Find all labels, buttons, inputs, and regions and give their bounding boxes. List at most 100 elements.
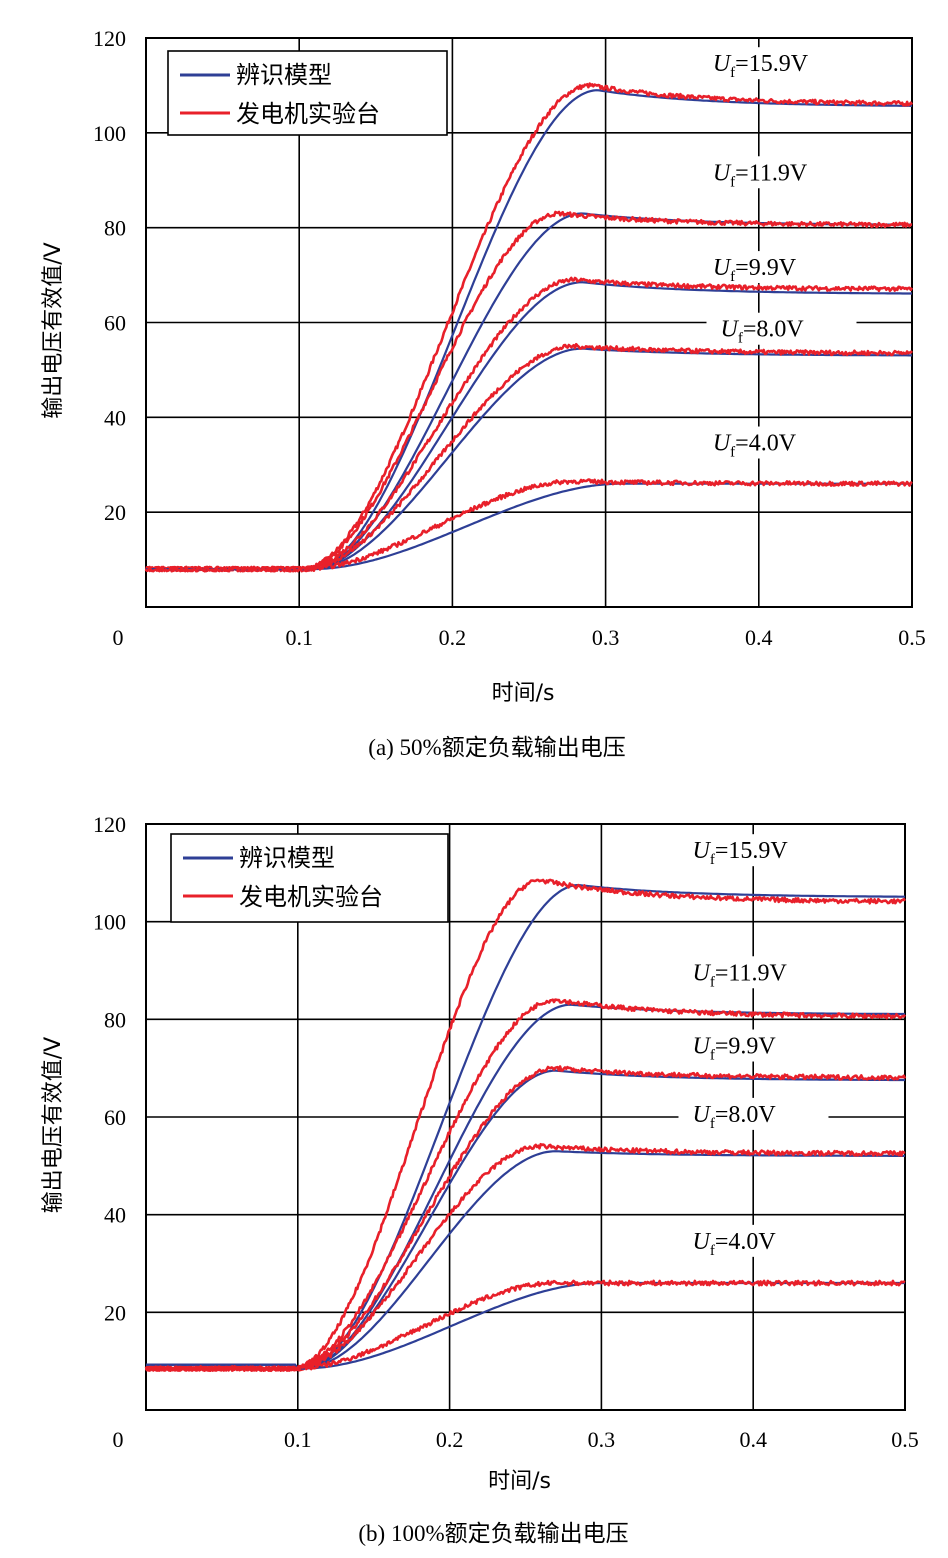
y-tick-label: 100 [93, 910, 126, 935]
annotation-background [678, 834, 829, 867]
x-tick-label: 0.4 [739, 1427, 767, 1452]
annotation-value: =9.9V [735, 255, 797, 281]
annotation-label: Uf=9.9V [713, 255, 797, 285]
annotation-symbol: U [692, 1034, 711, 1060]
annotation-label: Uf=15.9V [692, 838, 788, 868]
annotation-value: =15.9V [715, 838, 789, 864]
x-tick-label: 0.3 [588, 1427, 616, 1452]
legend-box [170, 833, 449, 923]
annotation-symbol: U [713, 431, 732, 457]
x-tick-label: 0.5 [891, 1427, 919, 1452]
y-tick-label: 80 [104, 216, 126, 241]
annotation-label: Uf=4.0V [692, 1229, 776, 1259]
x-tick-label: 0.2 [439, 625, 467, 650]
model-curve-8_0V [146, 347, 912, 571]
annotation-label: Uf=9.9V [692, 1034, 776, 1064]
annotation-value: =4.0V [735, 431, 797, 457]
x-tick-label: 0.1 [284, 1427, 312, 1452]
legend-label-experiment: 发电机实验台 [236, 100, 380, 128]
x-tick-label: 0 [113, 1427, 124, 1452]
annotation-symbol: U [692, 1102, 711, 1128]
annotation-value: =15.9V [735, 51, 809, 77]
annotation-background [678, 1029, 829, 1062]
annotation-background [706, 312, 857, 345]
annotation-background [678, 956, 829, 989]
legend-label-model: 辨识模型 [236, 61, 332, 89]
y-tick-label: 40 [104, 405, 126, 430]
experiment-curve-8_0V [144, 1142, 906, 1372]
annotation-subscript: f [730, 269, 735, 285]
model-curve-4_0V [146, 482, 912, 571]
annotation-symbol: U [713, 160, 732, 186]
y-tick-label: 20 [104, 1300, 126, 1325]
y-tick-label: 60 [104, 1105, 126, 1130]
y-tick-label: 60 [104, 311, 126, 336]
annotation-value: =9.9V [715, 1034, 777, 1060]
annotation-background [678, 1224, 829, 1257]
x-tick-label: 0.4 [745, 625, 773, 650]
annotation-label: Uf=4.0V [713, 431, 797, 461]
annotation-subscript: f [710, 1048, 715, 1064]
annotation-symbol: U [721, 317, 740, 343]
legend-box [167, 50, 448, 136]
y-tick-label: 80 [104, 1007, 126, 1032]
annotation-label: Uf=11.9V [713, 160, 808, 190]
y-tick-label: 120 [93, 26, 126, 51]
annotation-subscript: f [710, 1243, 715, 1259]
y-tick-label: 20 [104, 500, 126, 525]
experiment-curve-4_0V [144, 1279, 906, 1372]
legend-label-model: 辨识模型 [239, 844, 335, 872]
annotation-subscript: f [710, 974, 715, 990]
y-axis-title: 输出电压有效值/V [41, 242, 66, 418]
annotation-background [698, 156, 849, 189]
x-tick-label: 0.5 [898, 625, 926, 650]
x-tick-label: 0 [113, 625, 124, 650]
chart-panel-b: 0 0.1 0.2 0.3 0.4 0.5 20 40 60 80 100 120 时间/s 输出电压有效… [41, 812, 919, 1546]
annotation-value: =11.9V [715, 960, 788, 986]
x-axis-title: 时间/s [488, 1469, 551, 1494]
legend-label-experiment: 发电机实验台 [239, 883, 383, 911]
chart-caption: (a) 50%额定负载输出电压 [368, 735, 625, 760]
x-axis-title: 时间/s [492, 681, 555, 706]
annotation-subscript: f [710, 852, 715, 868]
model-curve-4_0V [146, 1281, 905, 1370]
annotation-symbol: U [713, 51, 732, 77]
annotation-background [698, 47, 849, 80]
plot-frame [145, 823, 906, 1411]
y-tick-label: 40 [104, 1203, 126, 1228]
y-tick-label: 100 [93, 121, 126, 146]
annotation-subscript: f [738, 331, 743, 347]
annotation-symbol: U [692, 960, 711, 986]
annotation-background [698, 251, 849, 284]
annotation-value: =8.0V [715, 1102, 777, 1128]
annotation-subscript: f [730, 174, 735, 190]
annotation-label: Uf=8.0V [721, 317, 805, 347]
x-tick-label: 0.3 [592, 625, 620, 650]
annotation-value: =4.0V [715, 1229, 777, 1255]
y-axis-title: 输出电压有效值/V [41, 1037, 66, 1213]
experiment-curve-4_0V [145, 478, 913, 573]
annotation-value: =8.0V [743, 317, 805, 343]
x-tick-label: 0.2 [436, 1427, 464, 1452]
x-tick-label: 0.1 [285, 625, 313, 650]
annotation-subscript: f [730, 445, 735, 461]
annotation-label: Uf=11.9V [692, 960, 787, 990]
annotation-label: Uf=15.9V [713, 51, 809, 81]
annotation-symbol: U [692, 838, 711, 864]
annotation-background [698, 426, 849, 459]
annotation-symbol: U [713, 255, 732, 281]
annotation-subscript: f [730, 65, 735, 81]
annotation-subscript: f [710, 1116, 715, 1132]
annotation-symbol: U [692, 1229, 711, 1255]
annotation-value: =11.9V [735, 160, 808, 186]
annotation-background [678, 1097, 829, 1130]
model-curve-8_0V [146, 1150, 905, 1370]
chart-panel-a: 0 0.1 0.2 0.3 0.4 0.5 20 40 60 80 100 120 时间/s 输出电压有效… [41, 26, 926, 760]
plot-frame [145, 37, 913, 608]
annotation-label: Uf=8.0V [692, 1102, 776, 1132]
chart-caption: (b) 100%额定负载输出电压 [358, 1521, 628, 1546]
y-tick-label: 120 [93, 812, 126, 837]
